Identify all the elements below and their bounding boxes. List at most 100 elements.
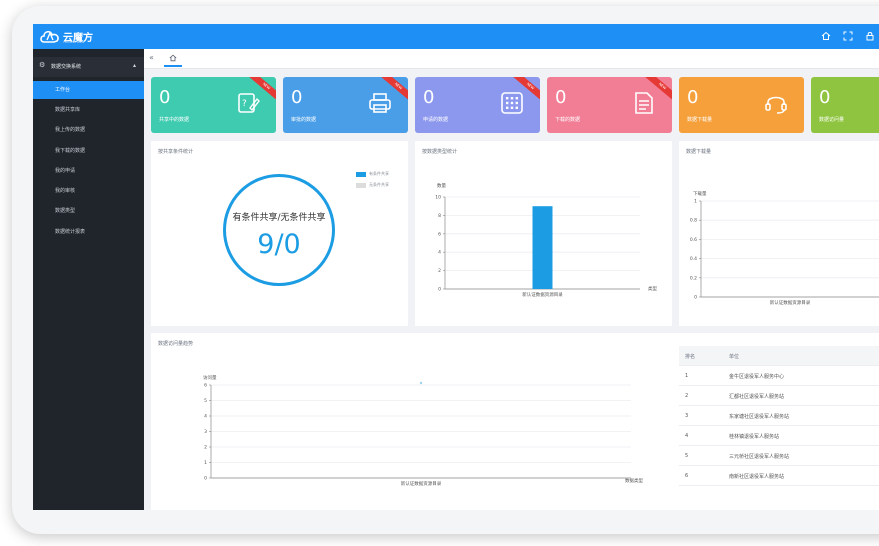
table-header-row: 排名 单位 bbox=[679, 346, 879, 366]
table-row[interactable]: 4 桂林镇退役军人服务站 bbox=[679, 426, 879, 446]
y-tick-label: 10 bbox=[435, 195, 441, 201]
double-chevron-left-icon[interactable]: « bbox=[149, 53, 154, 62]
download-volume-panel: 数据下载量 下载量 0 0.2 0.4 0.6 0.8 1 新认证数据资源目录 bbox=[679, 141, 879, 326]
top-bar: 云魔方 YUNMOFANG bbox=[33, 24, 879, 49]
x-axis-label: 类型 bbox=[648, 287, 657, 292]
sidebar-item-my-uploads[interactable]: 我上传的数据 bbox=[55, 127, 86, 133]
data-type-panel: 按数据类型统计 数量 类型 0 2 4 6 8 10 新认证数据资源目录 bbox=[415, 141, 672, 326]
logo-subtext: YUNMOFANG bbox=[63, 40, 85, 44]
y-axis-label: 下载量 bbox=[693, 192, 707, 197]
stat-label: 申请的数据 bbox=[423, 117, 449, 123]
y-tick-label: 6 bbox=[204, 383, 207, 389]
stat-value: 0 bbox=[423, 87, 435, 108]
home-tab-icon bbox=[169, 54, 177, 62]
sidebar-item-my-reviews[interactable]: 我的审核 bbox=[55, 188, 76, 194]
y-axis-label: 数量 bbox=[437, 184, 446, 189]
cloud-logo-icon bbox=[40, 30, 59, 43]
panel-title: 数据访问量趋势 bbox=[158, 341, 194, 347]
table-row[interactable]: 5 三元桥社区退役军人服务站 bbox=[679, 446, 879, 466]
x-tick-label: 新认证数据资源目录 bbox=[770, 299, 811, 306]
sidebar: ⚙ 数据交换系统 ▴ 工作台 数据共享库 我上传的数据 我下载的数据 我的申请 … bbox=[33, 49, 144, 510]
stat-card-downloads[interactable]: 0 下载的数据 NEW bbox=[547, 77, 672, 133]
ratio-value: 9/0 bbox=[257, 229, 301, 260]
download-chart: 0 0.2 0.4 0.6 0.8 1 新认证数据资源目录 bbox=[690, 199, 879, 306]
lock-icon[interactable] bbox=[865, 31, 875, 41]
data-point bbox=[419, 381, 423, 385]
y-tick-label: 1 bbox=[204, 460, 207, 466]
svg-text:?: ? bbox=[242, 99, 247, 109]
header-unit: 单位 bbox=[729, 354, 740, 360]
stat-label: 审批的数据 bbox=[291, 117, 317, 123]
app-screen: 云魔方 YUNMOFANG ⚙ 数据交换系统 ▴ 工作台 数据共享库 我上传的数… bbox=[33, 24, 879, 510]
fullscreen-icon[interactable] bbox=[843, 31, 853, 41]
sidebar-section-header[interactable]: ⚙ 数据交换系统 ▴ bbox=[33, 57, 144, 77]
stat-card-approval[interactable]: 0 审批的数据 NEW bbox=[283, 77, 408, 133]
settings-icon: ⚙ bbox=[39, 61, 46, 69]
stat-label: 下载的数据 bbox=[555, 117, 581, 123]
y-axis-label: 访问量 bbox=[203, 376, 217, 381]
y-tick-label: 0.8 bbox=[690, 218, 697, 224]
header-rank: 排名 bbox=[685, 354, 696, 360]
chevron-up-icon: ▴ bbox=[132, 62, 136, 69]
table-row[interactable]: 1 金牛区退役军人服务中心 bbox=[679, 366, 879, 386]
y-tick-label: 0 bbox=[694, 295, 697, 301]
document-icon bbox=[635, 92, 653, 114]
legend-item-unconditional[interactable]: 无条件共享 bbox=[356, 182, 389, 188]
y-tick-label: 3 bbox=[204, 429, 207, 435]
logo[interactable]: 云魔方 YUNMOFANG bbox=[39, 27, 97, 46]
line-chart: 0 1 2 3 4 5 6 新认证数据资源目录 bbox=[204, 381, 631, 487]
table-row[interactable]: 3 东家塘社区退役军人服务站 bbox=[679, 406, 879, 426]
logo-text: 云魔方 bbox=[63, 33, 93, 44]
stat-label: 数据下载量 bbox=[687, 117, 713, 123]
table-row[interactable]: 6 南新社区退役军人服务站 bbox=[679, 466, 879, 486]
headset-icon bbox=[765, 96, 787, 114]
sidebar-item-workbench[interactable]: 工作台 bbox=[33, 81, 144, 99]
stat-card-access-volume[interactable]: 0 数据访问量 bbox=[811, 77, 879, 133]
tab-bar: « bbox=[144, 49, 879, 69]
legend-item-conditional[interactable]: 有条件共享 bbox=[356, 171, 389, 177]
x-axis-label: 数据类型 bbox=[625, 479, 643, 484]
stat-label: 共享中的数据 bbox=[159, 117, 190, 123]
share-condition-panel: 按共享条件统计 有条件共享 无条件共享 有条件共享/无条件共享 9/0 bbox=[151, 141, 408, 326]
x-tick-label: 新认证数据资源目录 bbox=[522, 291, 563, 298]
stat-card-sharing[interactable]: 0 共享中的数据 ? NEW bbox=[151, 77, 276, 133]
panel-title: 按数据类型统计 bbox=[422, 149, 458, 155]
sidebar-item-my-applications[interactable]: 我的申请 bbox=[55, 168, 76, 174]
y-tick-label: 0.4 bbox=[690, 256, 697, 262]
y-tick-label: 2 bbox=[438, 268, 441, 274]
y-tick-label: 1 bbox=[694, 199, 697, 205]
stat-value: 0 bbox=[687, 87, 699, 108]
sidebar-item-my-downloads[interactable]: 我下载的数据 bbox=[55, 148, 86, 154]
access-trend-panel: 数据访问量趋势 访问量 数据类型 0 1 2 3 4 5 6 新认证数据资源目录 排名 单位 … bbox=[151, 333, 879, 510]
stat-value: 0 bbox=[291, 87, 303, 108]
panel-title: 数据下载量 bbox=[686, 149, 712, 155]
panel-title: 按共享条件统计 bbox=[158, 149, 194, 155]
y-tick-label: 6 bbox=[438, 231, 441, 237]
sidebar-item-shared-library[interactable]: 数据共享库 bbox=[55, 107, 81, 113]
stat-value: 0 bbox=[159, 87, 171, 108]
y-tick-label: 5 bbox=[204, 398, 207, 404]
bar bbox=[532, 206, 553, 289]
grid-icon bbox=[501, 92, 523, 114]
bar-chart: 0 2 4 6 8 10 新认证数据资源目录 bbox=[435, 195, 640, 298]
y-tick-label: 8 bbox=[438, 213, 441, 219]
printer-icon bbox=[369, 93, 391, 113]
stat-label: 数据访问量 bbox=[819, 117, 845, 123]
edit-icon: ? bbox=[238, 93, 260, 113]
y-tick-label: 4 bbox=[438, 250, 441, 256]
home-icon[interactable] bbox=[821, 31, 831, 41]
stat-value: 0 bbox=[819, 87, 831, 108]
stat-value: 0 bbox=[555, 87, 567, 108]
table-row[interactable]: 2 汇都社区退役军人服务站 bbox=[679, 386, 879, 406]
x-tick-label: 新认证数据资源目录 bbox=[401, 480, 442, 487]
y-tick-label: 0.2 bbox=[690, 275, 697, 281]
y-tick-label: 4 bbox=[204, 414, 207, 420]
y-tick-label: 2 bbox=[204, 445, 207, 451]
tab-home[interactable] bbox=[164, 51, 182, 67]
stat-card-applications[interactable]: 0 申请的数据 NEW bbox=[415, 77, 540, 133]
sidebar-item-data-types[interactable]: 数据类型 bbox=[55, 208, 76, 214]
sidebar-item-statistics[interactable]: 数据统计报表 bbox=[55, 229, 86, 235]
share-ratio-ring: 有条件共享/无条件共享 9/0 bbox=[223, 174, 335, 286]
y-tick-label: 0 bbox=[204, 476, 207, 482]
stat-card-download-volume[interactable]: 0 数据下载量 bbox=[679, 77, 804, 133]
